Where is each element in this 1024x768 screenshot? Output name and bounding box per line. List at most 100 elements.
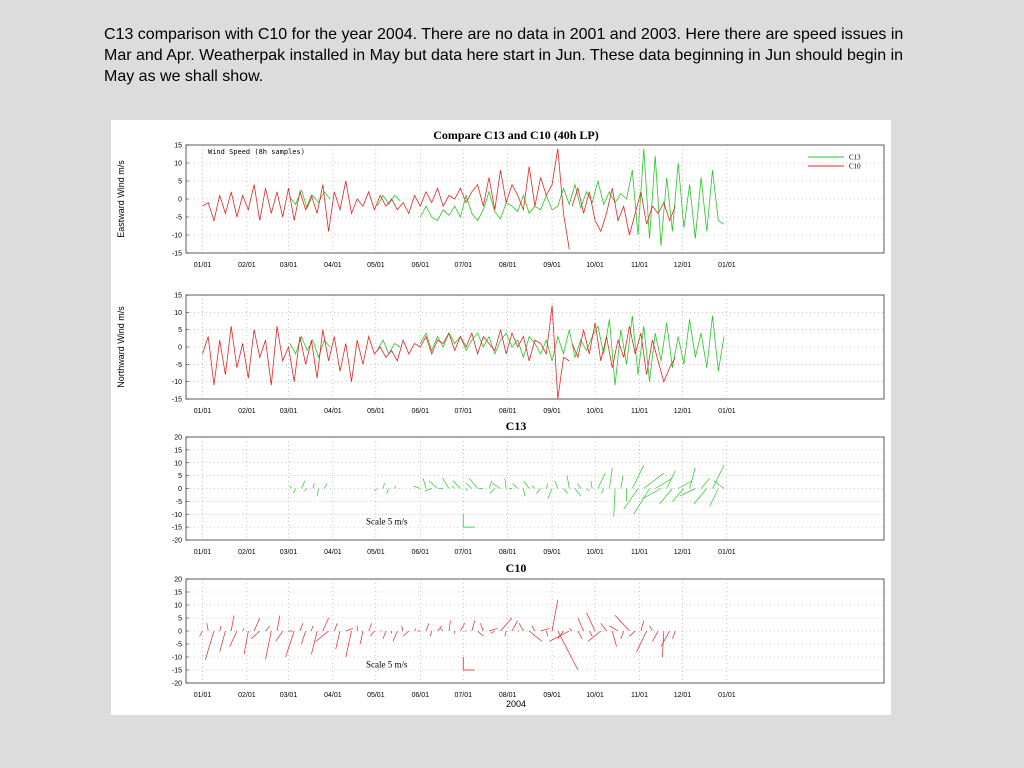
legend-label: C13: [849, 154, 861, 162]
series-line-c10: [571, 186, 676, 236]
wind-vector: [660, 630, 670, 647]
legend-label: C10: [849, 163, 861, 171]
wind-vector: [414, 628, 417, 632]
wind-vector: [662, 630, 665, 658]
wind-vector: [345, 630, 352, 658]
wind-vector: [609, 625, 619, 632]
wind-vector: [551, 599, 559, 632]
y-tick-label: 15: [174, 590, 182, 597]
wind-vector: [523, 488, 526, 497]
y-tick-label: 0: [178, 345, 182, 352]
panel-title: C13: [506, 419, 527, 433]
wind-vector: [655, 477, 673, 489]
x-tick-label: 06/01: [412, 692, 430, 699]
wind-vector: [569, 628, 573, 632]
y-tick-label: 0: [178, 486, 182, 493]
wind-vector: [206, 623, 209, 632]
chart-panel-4: 20 15 10 5 0 -5 -10 -15 -20 01/01 02/01 03/01 04/01 0…: [172, 561, 885, 709]
x-tick-label: 07/01: [454, 262, 472, 269]
y-tick-label: -5: [176, 499, 182, 506]
wind-vector: [468, 477, 478, 489]
wind-vector: [219, 630, 226, 652]
wind-vector: [689, 467, 696, 489]
wind-vector: [315, 630, 329, 642]
wind-vector: [477, 630, 484, 637]
x-tick-label: 02/01: [238, 408, 256, 415]
wind-vector: [429, 630, 433, 637]
wind-vector: [587, 630, 602, 642]
wind-vector: [219, 625, 222, 632]
wind-vector: [253, 617, 261, 632]
chart-panel-2: 15 10 5 0 -5 -10 -15 01/01 02/01 03/01 04/01 05/01 0…: [116, 293, 885, 415]
chart-panel-1: 15 10 5 0 -5 -10 -15 01/01 02/01 03/01 04/01 05/01 0…: [116, 128, 885, 269]
series-line-c10: [202, 148, 570, 250]
x-tick-label: 10/01: [586, 262, 604, 269]
x-tick-label: 01/01: [194, 408, 212, 415]
wind-vector: [448, 620, 451, 632]
wind-vector: [642, 488, 662, 500]
series-line-c13: [419, 315, 725, 386]
wind-vector: [709, 488, 719, 507]
wind-vector: [546, 630, 549, 637]
y-tick-label: -15: [172, 525, 182, 532]
wind-vector: [590, 480, 593, 489]
y-tick-label: -15: [172, 397, 182, 404]
wind-vector: [620, 475, 624, 489]
wind-vector: [620, 630, 625, 639]
x-tick-label: 07/01: [454, 692, 472, 699]
wind-vector: [531, 485, 536, 489]
wind-vector: [649, 625, 653, 632]
y-tick-label: -5: [176, 215, 182, 222]
wind-vector: [299, 623, 304, 632]
slide-caption: C13 comparison with C10 for the year 200…: [104, 26, 904, 85]
series-line-c13: [376, 194, 401, 207]
y-tick-label: -20: [172, 681, 182, 688]
y-tick-label: 10: [174, 603, 182, 610]
wind-vector: [230, 615, 235, 632]
y-tick-label: -10: [172, 512, 182, 519]
x-tick-label: 01/01: [718, 549, 736, 556]
wind-vector: [452, 480, 461, 489]
wind-vector: [323, 483, 328, 489]
y-tick-label: 10: [174, 460, 182, 467]
y-tick-label: -10: [172, 655, 182, 662]
wind-vector: [289, 485, 291, 489]
wind-vector: [333, 623, 338, 632]
wind-vector: [557, 630, 564, 640]
y-tick-label: 0: [178, 629, 182, 636]
y-tick-label: -20: [172, 538, 182, 545]
wind-vector: [500, 617, 513, 632]
wind-vector: [546, 483, 549, 489]
wind-vector: [563, 488, 569, 494]
y-tick-label: 20: [174, 435, 182, 442]
wind-vector: [265, 630, 272, 660]
x-tick-label: 03/01: [280, 408, 298, 415]
wind-vector: [401, 625, 404, 632]
wind-vector: [613, 488, 616, 517]
wind-vector: [531, 625, 536, 632]
wind-vector: [600, 622, 607, 632]
wind-vector: [643, 472, 665, 489]
wind-vector: [609, 467, 613, 489]
wind-vector: [335, 630, 341, 650]
series-line-c10: [202, 305, 570, 400]
x-tick-label: 11/01: [631, 262, 648, 269]
wind-vector: [428, 480, 438, 489]
wind-vector: [489, 488, 496, 494]
x-tick-label: 09/01: [543, 692, 561, 699]
wind-vector: [666, 470, 676, 489]
wind-vector: [597, 472, 606, 489]
x-tick-label: 09/01: [543, 549, 561, 556]
wind-vector: [518, 623, 524, 632]
chart-figure: 15 10 5 0 -5 -10 -15 01/01 02/01 03/01 04/01 05/01 0…: [116, 128, 885, 709]
wind-vector: [460, 623, 466, 632]
x-tick-label: 06/01: [412, 549, 430, 556]
wind-vector: [554, 480, 559, 489]
wind-vector: [312, 483, 315, 489]
y-tick-label: 20: [174, 577, 182, 584]
wind-vector: [465, 488, 468, 492]
wind-vector: [640, 620, 645, 632]
wind-vector: [205, 630, 215, 660]
wind-vector: [713, 480, 725, 489]
scale-label: Scale 5 m/s: [366, 659, 408, 669]
